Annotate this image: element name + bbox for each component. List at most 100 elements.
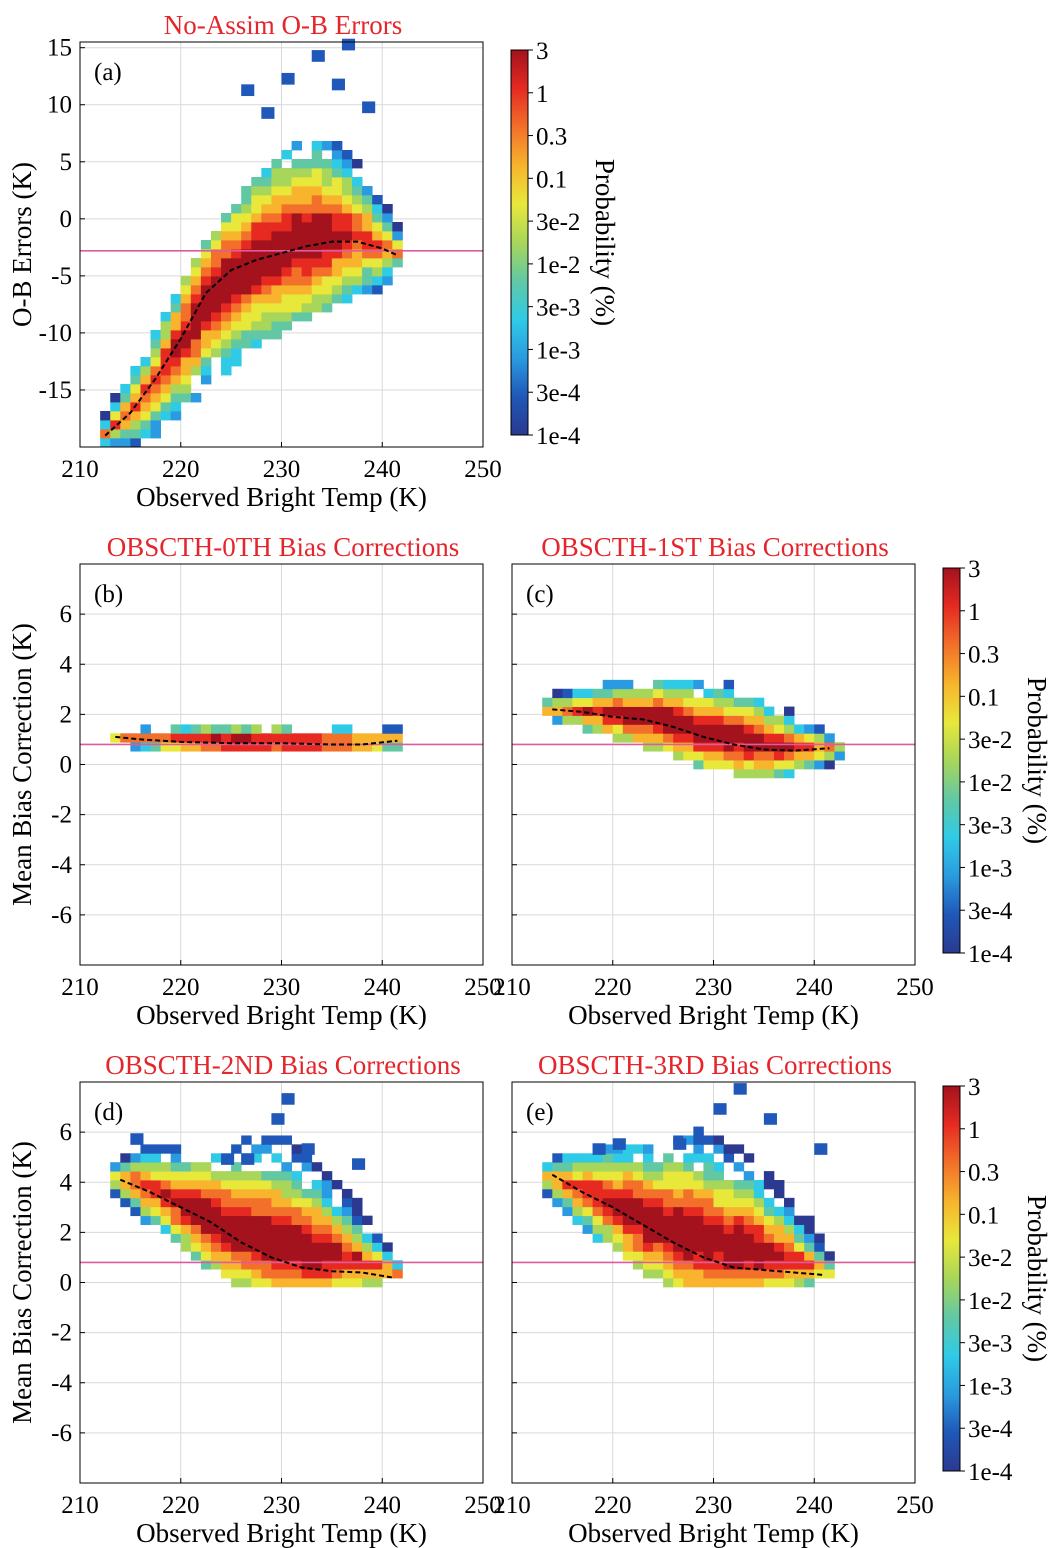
- heatmap-cell: [241, 84, 255, 97]
- heatmap-cell: [150, 393, 161, 403]
- heatmap-cell: [794, 1260, 805, 1270]
- heatmap-cell: [352, 159, 363, 169]
- heatmap-cell: [372, 1251, 383, 1261]
- heatmap-cell: [271, 1260, 282, 1270]
- heatmap-cell: [321, 1206, 333, 1217]
- heatmap-cell: [241, 285, 252, 295]
- heatmap-cell: [663, 1242, 674, 1252]
- heatmap-cell: [271, 159, 282, 169]
- heatmap-cell: [190, 1197, 202, 1208]
- heatmap-cell: [642, 706, 654, 716]
- heatmap-cell: [200, 330, 212, 340]
- heatmap-cell: [693, 1215, 704, 1225]
- heatmap-cell: [763, 1180, 775, 1190]
- heatmap-cell: [170, 402, 182, 412]
- heatmap-cell: [753, 751, 765, 761]
- heatmap-cell: [301, 1251, 313, 1261]
- heatmap-cell: [321, 1251, 333, 1261]
- heatmap-cell: [291, 1269, 303, 1279]
- heatmap-cell: [251, 1144, 262, 1154]
- colorbar-tick-label: 1: [536, 81, 549, 108]
- heatmap-cell: [140, 1144, 151, 1154]
- heatmap-cell: [663, 1224, 674, 1234]
- heatmap-cell: [291, 141, 303, 151]
- heatmap-cell: [210, 724, 222, 734]
- heatmap-cell: [362, 240, 373, 250]
- heatmap-cell: [763, 1215, 775, 1225]
- heatmap-cell: [221, 285, 232, 295]
- heatmap-cell: [261, 204, 272, 214]
- heatmap-cell: [221, 724, 232, 734]
- heatmap-cell: [341, 1215, 353, 1225]
- heatmap-cell: [170, 339, 182, 349]
- heatmap-cell: [291, 312, 303, 322]
- heatmap-cell: [200, 339, 212, 349]
- heatmap-cell: [582, 1153, 593, 1163]
- heatmap-cell: [693, 697, 704, 707]
- heatmap-cell: [271, 240, 282, 250]
- heatmap-cell: [190, 258, 202, 268]
- heatmap-cell: [100, 411, 111, 421]
- heatmap-cell: [622, 1242, 634, 1252]
- heatmap-cell: [301, 168, 313, 178]
- heatmap-cell: [271, 742, 282, 752]
- heatmap-cell: [130, 1197, 141, 1208]
- heatmap-cell: [673, 679, 684, 690]
- heatmap-cell: [271, 1153, 282, 1163]
- heatmap-cell: [582, 715, 593, 725]
- y-tick-label: -6: [51, 902, 72, 929]
- heatmap-cell: [241, 267, 252, 277]
- heatmap-cell: [110, 1188, 121, 1199]
- heatmap-cell: [713, 760, 724, 770]
- x-axis-title: Observed Bright Temp (K): [568, 1000, 859, 1030]
- heatmap-cell: [180, 384, 192, 394]
- heatmap-cell: [281, 267, 292, 277]
- heatmap-cell: [261, 1171, 272, 1181]
- heatmap-cell: [592, 1224, 604, 1234]
- heatmap-cell: [673, 697, 684, 707]
- heatmap-cell: [372, 231, 383, 241]
- heatmap-cell: [271, 276, 282, 286]
- heatmap-cell: [281, 204, 292, 214]
- colorbar-tick-label: 3: [536, 38, 549, 65]
- heatmap-cell: [160, 1188, 172, 1199]
- heatmap-cell: [713, 742, 724, 752]
- heatmap-cell: [331, 249, 343, 259]
- heatmap-cell: [592, 688, 604, 699]
- heatmap-cell: [382, 276, 393, 286]
- heatmap-cell: [392, 258, 403, 268]
- heatmap-cell: [231, 276, 242, 286]
- heatmap-cell: [642, 688, 654, 699]
- heatmap-cell: [693, 742, 704, 752]
- heatmap-cell: [150, 429, 161, 439]
- heatmap-cell: [804, 742, 815, 752]
- heatmap-cell: [331, 1269, 343, 1279]
- heatmap-cell: [180, 1188, 192, 1199]
- heatmap-cell: [120, 1188, 131, 1199]
- heatmap-cell: [291, 1233, 303, 1243]
- heatmap-cell: [291, 213, 303, 223]
- heatmap-cell: [110, 411, 121, 421]
- heatmap-cell: [150, 1144, 161, 1154]
- heatmap-cell: [261, 1215, 272, 1225]
- heatmap-cell: [301, 1206, 313, 1217]
- heatmap-cell: [341, 294, 353, 304]
- heatmap-cell: [392, 222, 403, 232]
- heatmap-cell: [170, 411, 182, 421]
- heatmap-cell: [241, 240, 252, 250]
- heatmap-cell: [261, 285, 272, 295]
- heatmap-cell: [291, 1188, 303, 1199]
- mean-curve: [552, 708, 830, 752]
- y-tick-label: -10: [39, 320, 72, 347]
- heatmap-cell: [311, 204, 323, 214]
- heatmap-cell: [301, 312, 313, 322]
- heatmap-cell: [733, 1215, 745, 1225]
- heatmap-cell: [632, 1162, 644, 1172]
- heatmap-cell: [612, 1188, 624, 1199]
- heatmap-cell: [753, 1197, 765, 1208]
- heatmap-cell: [200, 1233, 212, 1243]
- heatmap-cell: [784, 1260, 795, 1270]
- heatmap-cell: [763, 1224, 775, 1234]
- panel-title: OBSCTH-0TH Bias Corrections: [107, 532, 459, 562]
- heatmap-cell: [281, 240, 292, 250]
